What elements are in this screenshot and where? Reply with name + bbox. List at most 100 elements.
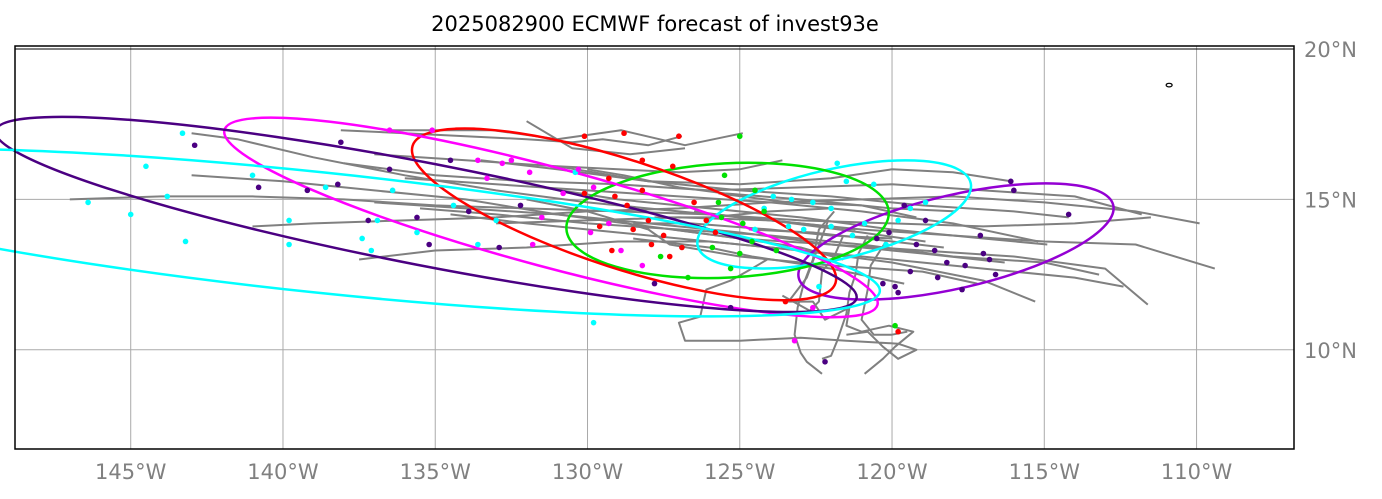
forecast-point-magenta (429, 127, 435, 134)
forecast-point-indigo (892, 283, 898, 290)
forecast-point-indigo (822, 358, 828, 365)
forecast-point-indigo (1011, 187, 1017, 194)
lat-tick-label: 10°N (1304, 339, 1357, 363)
forecast-point-green (736, 250, 743, 257)
red-ellipse (410, 127, 838, 302)
forecast-point-green (773, 247, 780, 254)
forecast-point-cyan (368, 247, 375, 254)
forecast-point-cyan (359, 235, 365, 242)
forecast-point-cyan (788, 196, 795, 203)
forecast-point-green (718, 214, 725, 221)
forecast-point-cyan (861, 220, 868, 227)
forecast-point-indigo (651, 280, 658, 287)
forecast-point-indigo (959, 286, 965, 293)
lon-tick-label: 140°W (247, 460, 319, 484)
ensemble-track (787, 220, 915, 375)
forecast-point-red (666, 253, 673, 260)
forecast-point-green (749, 238, 755, 245)
forecast-point-magenta (560, 190, 566, 197)
forecast-point-red (648, 241, 655, 248)
ensemble-track (340, 129, 683, 147)
forecast-point-cyan (286, 217, 292, 224)
ensemble-track (557, 159, 783, 174)
lon-tick-label: 125°W (704, 460, 776, 484)
forecast-point-cyan (475, 241, 481, 248)
forecast-point-indigo (913, 241, 920, 248)
indigo-ellipse (0, 115, 858, 314)
forecast-point-indigo (934, 274, 941, 281)
forecast-point-red (621, 130, 627, 137)
forecast-point-cyan (493, 217, 499, 224)
purple-ellipse-east (797, 182, 1115, 301)
forecast-point-green (736, 133, 743, 140)
forecast-point-red (703, 217, 710, 224)
forecast-point-green (727, 265, 734, 272)
forecast-point-indigo (886, 229, 892, 236)
forecast-point-indigo (1065, 211, 1072, 218)
forecast-point-cyan (164, 193, 171, 200)
forecast-point-cyan (85, 199, 91, 206)
ensemble-track (450, 213, 1036, 303)
forecast-point-indigo (386, 166, 393, 173)
forecast-point-magenta (539, 214, 545, 221)
forecast-point-green (721, 172, 728, 179)
forecast-point-red (639, 187, 646, 194)
forecast-point-cyan (752, 226, 758, 233)
forecast-point-magenta (606, 220, 612, 227)
forecast-point-cyan (870, 181, 877, 188)
forecast-point-indigo (447, 157, 454, 164)
forecast-point-magenta (484, 175, 490, 182)
forecast-point-green (892, 322, 898, 329)
forecast-point-cyan (849, 232, 856, 239)
forecast-point-red (676, 133, 682, 140)
forecast-point-cyan (828, 205, 834, 212)
ensemble-track (793, 210, 835, 375)
forecast-point-indigo (880, 280, 886, 287)
forecast-point-indigo (907, 268, 914, 275)
uncertainty-ellipses (0, 115, 1115, 319)
ensemble-track (860, 240, 908, 336)
island-outline (1165, 82, 1173, 88)
gridlines (15, 46, 1294, 449)
forecast-point-red (581, 133, 588, 140)
forecast-point-indigo (1007, 178, 1014, 185)
forecast-point-magenta (575, 166, 582, 173)
longitude-ticks: 145°W 140°W 135°W 130°W 125°W 120°W 115°W 110°W (95, 460, 1232, 484)
forecast-point-magenta (791, 337, 798, 344)
forecast-point-indigo (334, 181, 341, 188)
ensemble-track (374, 153, 1011, 186)
lat-tick-label: 15°N (1304, 188, 1357, 212)
forecast-point-cyan (450, 202, 457, 209)
forecast-point-red (606, 175, 612, 182)
forecast-point-red (609, 247, 615, 254)
forecast-point-magenta (386, 127, 393, 134)
forecast-positions (85, 127, 1072, 365)
ensemble-track (541, 186, 1048, 246)
ensemble-track (654, 207, 832, 219)
forecast-point-cyan (249, 172, 256, 179)
ensemble-track (191, 174, 1149, 306)
forecast-point-indigo (426, 241, 432, 248)
ensemble-track (526, 198, 978, 285)
forecast-point-cyan (828, 223, 834, 230)
forecast-point-red (612, 193, 618, 200)
forecast-point-indigo (874, 235, 880, 242)
forecast-point-magenta (639, 262, 646, 269)
forecast-point-indigo (304, 187, 311, 194)
forecast-point-indigo (986, 256, 993, 263)
forecast-point-indigo (980, 250, 987, 257)
forecast-point-green (752, 187, 758, 194)
forecast-point-cyan (179, 130, 186, 137)
forecast-point-green (685, 274, 691, 281)
forecast-point-red (660, 232, 667, 239)
forecast-point-cyan (374, 217, 381, 224)
forecast-point-cyan (816, 283, 822, 290)
forecast-point-cyan (770, 193, 777, 200)
forecast-point-magenta (526, 169, 533, 176)
forecast-point-indigo (517, 202, 524, 209)
lon-tick-label: 135°W (400, 460, 472, 484)
forecast-point-red (712, 229, 719, 236)
forecast-point-green (761, 208, 767, 215)
forecast-point-indigo (465, 208, 472, 215)
